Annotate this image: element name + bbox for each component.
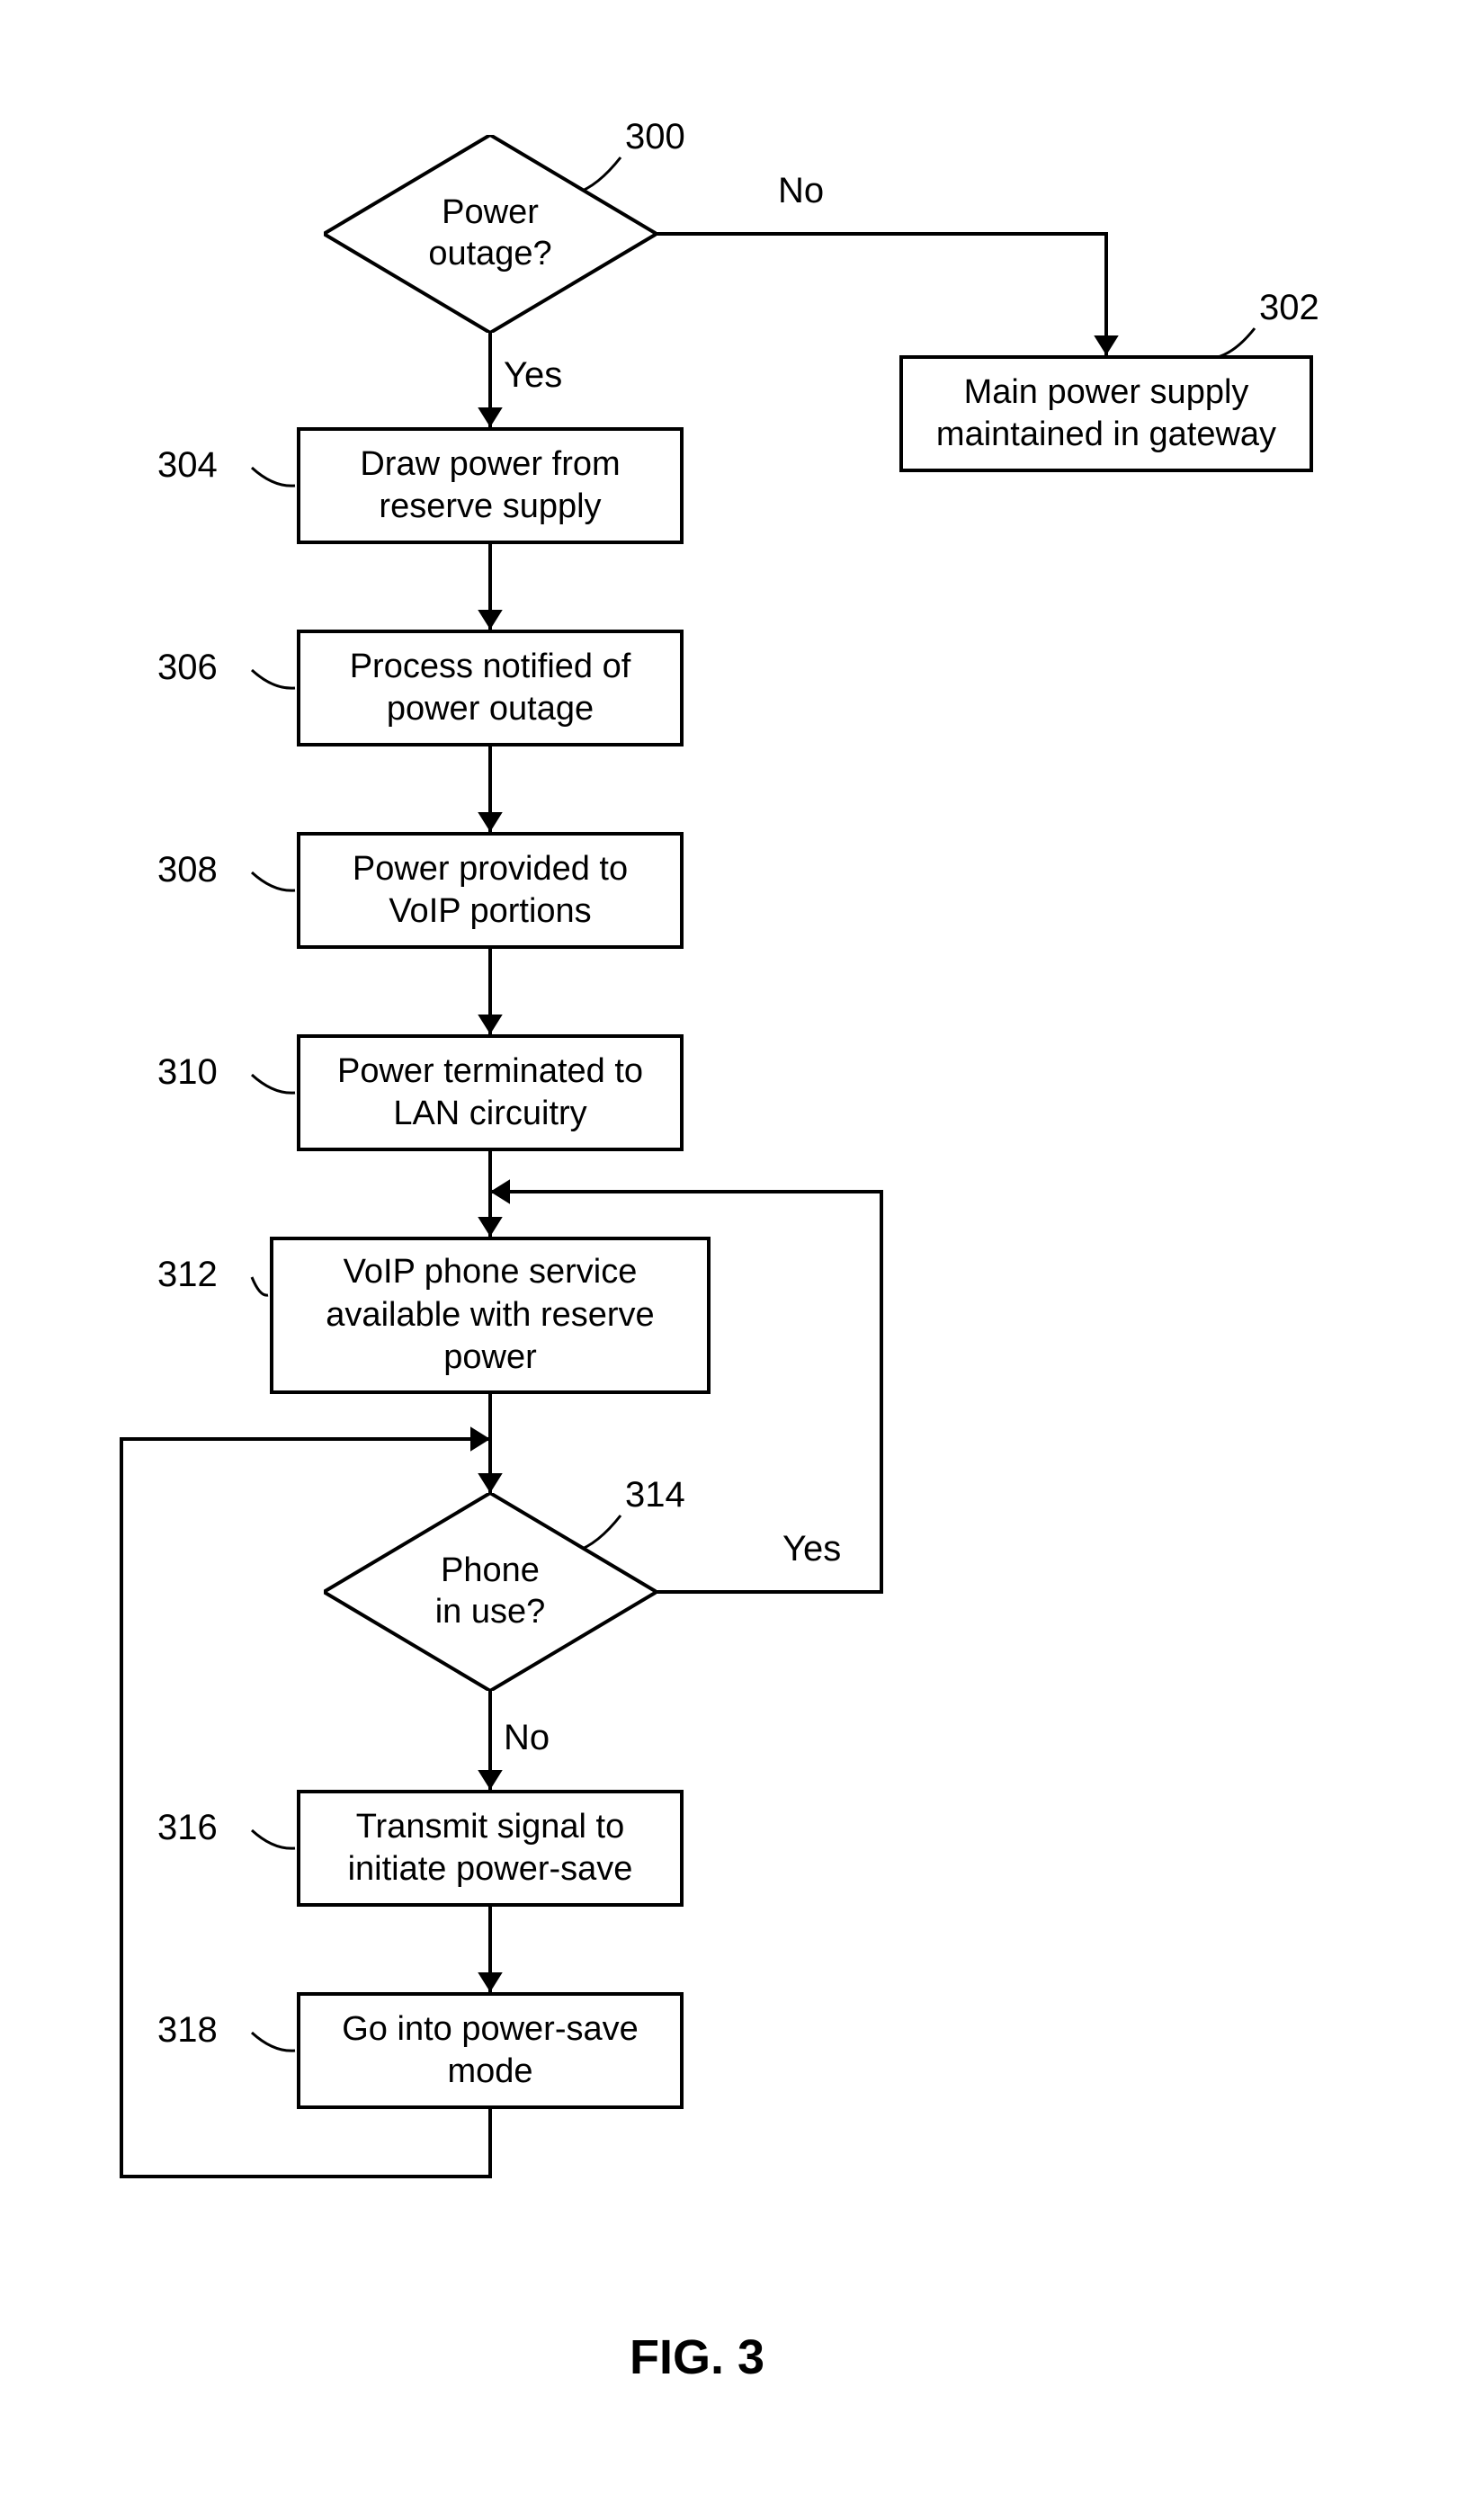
node-300: Poweroutage? xyxy=(324,135,657,333)
ref-302: 302 xyxy=(1259,288,1319,328)
node-308: Power provided toVoIP portions xyxy=(297,832,684,949)
node-304: Draw power fromreserve supply xyxy=(297,427,684,544)
ref-304: 304 xyxy=(157,445,218,486)
ref-300: 300 xyxy=(625,117,685,157)
node-310: Power terminated toLAN circuitry xyxy=(297,1034,684,1151)
node-302: Main power supplymaintained in gateway xyxy=(899,355,1313,472)
edge-label-no1: No xyxy=(778,171,824,211)
node-306: Process notified ofpower outage xyxy=(297,630,684,746)
edge-label-yes1: Yes xyxy=(504,355,562,396)
node-312: VoIP phone serviceavailable with reserve… xyxy=(270,1237,711,1394)
node-318: Go into power-savemode xyxy=(297,1992,684,2109)
ref-318: 318 xyxy=(157,2010,218,2051)
ref-308: 308 xyxy=(157,850,218,890)
node-314: Phonein use? xyxy=(324,1493,657,1691)
ref-310: 310 xyxy=(157,1052,218,1093)
ref-306: 306 xyxy=(157,648,218,688)
ref-316: 316 xyxy=(157,1808,218,1848)
ref-314: 314 xyxy=(625,1475,685,1515)
figure-label: FIG. 3 xyxy=(630,2329,764,2385)
ref-312: 312 xyxy=(157,1255,218,1295)
node-316: Transmit signal toinitiate power-save xyxy=(297,1790,684,1907)
edge-label-no2: No xyxy=(504,1718,550,1758)
edge-d300-no-n302 xyxy=(657,234,1106,355)
edge-label-yes2: Yes xyxy=(782,1529,841,1569)
